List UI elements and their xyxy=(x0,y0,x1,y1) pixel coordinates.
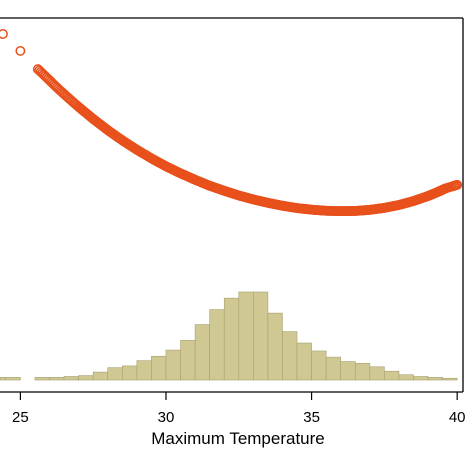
histogram-bar xyxy=(5,377,21,381)
histogram-bar xyxy=(78,375,94,381)
x-axis-ticks: 25 30 35 40 xyxy=(12,392,466,426)
histogram-bar xyxy=(49,377,65,381)
data-point xyxy=(15,45,26,56)
histogram xyxy=(0,291,458,381)
histogram-bar xyxy=(238,291,254,381)
histogram-bar xyxy=(253,291,269,381)
histogram-bar xyxy=(398,374,414,381)
histogram-bar xyxy=(34,377,50,381)
histogram-bar xyxy=(413,376,429,381)
histogram-bar xyxy=(122,365,138,381)
histogram-bar xyxy=(180,340,196,381)
data-point xyxy=(452,179,463,190)
histogram-bar xyxy=(165,349,181,381)
histogram-bar xyxy=(311,350,327,381)
histogram-bar xyxy=(151,355,167,381)
histogram-bar xyxy=(92,371,109,381)
histogram-bar xyxy=(369,366,385,381)
x-axis-title: Maximum Temperature xyxy=(151,429,325,448)
histogram-bar xyxy=(427,377,443,381)
x-tick-label: 30 xyxy=(158,409,175,426)
histogram-bar xyxy=(296,342,312,381)
histogram-bar xyxy=(194,324,210,381)
x-tick-label: 25 xyxy=(12,409,29,426)
x-tick-label: 35 xyxy=(303,409,320,426)
histogram-bar xyxy=(136,360,152,381)
histogram-bar xyxy=(267,312,283,381)
data-point xyxy=(0,29,8,39)
histogram-bar xyxy=(0,377,7,381)
histogram-bar xyxy=(282,331,298,381)
histogram-bar xyxy=(63,376,79,381)
histogram-bar xyxy=(325,356,341,381)
histogram-bar xyxy=(354,362,371,381)
histogram-bar xyxy=(107,367,123,381)
histogram-bar xyxy=(384,370,400,381)
histogram-bar xyxy=(340,361,356,381)
histogram-bar xyxy=(442,377,458,381)
histogram-bar xyxy=(209,309,225,381)
x-tick-label: 40 xyxy=(449,409,466,426)
scatter-points xyxy=(0,29,463,217)
histogram-bar xyxy=(223,297,240,381)
